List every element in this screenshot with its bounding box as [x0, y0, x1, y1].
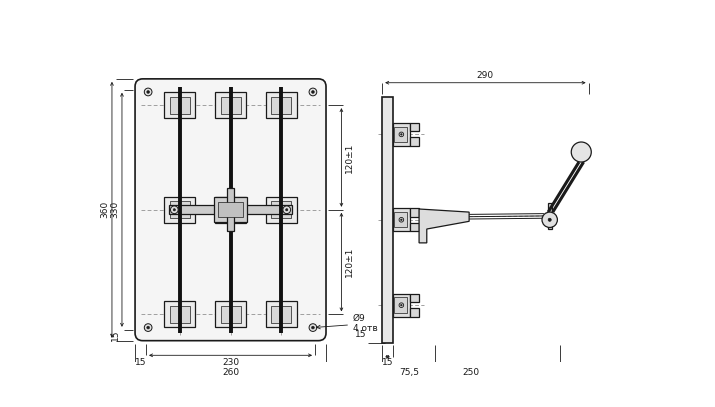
Bar	[164, 301, 195, 328]
Bar	[169, 97, 189, 114]
Bar	[410, 308, 419, 317]
Bar	[410, 293, 419, 302]
Circle shape	[312, 91, 315, 93]
Bar	[410, 223, 419, 231]
Circle shape	[170, 206, 178, 214]
Circle shape	[400, 133, 402, 135]
Bar	[266, 301, 297, 328]
Bar	[393, 293, 410, 317]
Text: 360: 360	[100, 201, 109, 219]
Circle shape	[312, 326, 315, 329]
Text: 120±1: 120±1	[345, 142, 353, 173]
Circle shape	[285, 209, 288, 211]
Circle shape	[144, 324, 152, 331]
Circle shape	[147, 326, 149, 329]
Bar	[383, 96, 393, 343]
Circle shape	[400, 219, 402, 221]
Bar	[215, 197, 246, 223]
Bar	[220, 97, 240, 114]
Bar	[164, 197, 195, 223]
Bar	[169, 205, 292, 214]
Bar	[393, 123, 410, 146]
Bar	[215, 92, 246, 118]
Text: Ø9
4 отв: Ø9 4 отв	[317, 314, 378, 333]
Bar	[220, 306, 240, 323]
Text: 15: 15	[135, 358, 147, 367]
Circle shape	[173, 209, 175, 211]
Circle shape	[571, 142, 591, 162]
FancyBboxPatch shape	[135, 79, 326, 341]
Bar	[410, 208, 419, 217]
Bar	[393, 208, 410, 231]
Bar	[227, 188, 234, 231]
Bar	[218, 202, 243, 217]
Text: 15: 15	[382, 359, 393, 368]
Bar	[164, 92, 195, 118]
Bar	[266, 92, 297, 118]
Bar	[395, 212, 407, 228]
Bar	[548, 203, 552, 229]
Bar	[271, 97, 291, 114]
Circle shape	[309, 88, 317, 96]
Text: 330: 330	[111, 201, 119, 219]
Text: 15: 15	[111, 329, 119, 341]
Bar	[214, 197, 247, 222]
Bar	[220, 201, 240, 218]
Bar	[395, 298, 407, 313]
Circle shape	[542, 212, 558, 228]
Circle shape	[147, 91, 149, 93]
Circle shape	[548, 218, 551, 221]
Circle shape	[309, 324, 317, 331]
Bar	[271, 201, 291, 218]
Text: 230: 230	[222, 358, 239, 367]
Circle shape	[144, 88, 152, 96]
Text: 290: 290	[477, 71, 494, 81]
Bar	[410, 123, 419, 131]
Bar	[410, 138, 419, 146]
Bar	[169, 201, 189, 218]
Circle shape	[399, 217, 404, 222]
Text: 15: 15	[355, 330, 367, 339]
Bar	[271, 306, 291, 323]
Bar	[395, 127, 407, 142]
Polygon shape	[419, 209, 469, 243]
Text: 260: 260	[222, 368, 239, 376]
Circle shape	[400, 304, 402, 306]
Bar	[215, 301, 246, 328]
Circle shape	[283, 206, 290, 214]
Bar	[169, 306, 189, 323]
Text: 120±1: 120±1	[345, 247, 353, 277]
Circle shape	[399, 132, 404, 137]
Text: 250: 250	[463, 368, 480, 376]
Text: 75,5: 75,5	[399, 368, 419, 376]
Circle shape	[399, 303, 404, 307]
Bar	[266, 197, 297, 223]
